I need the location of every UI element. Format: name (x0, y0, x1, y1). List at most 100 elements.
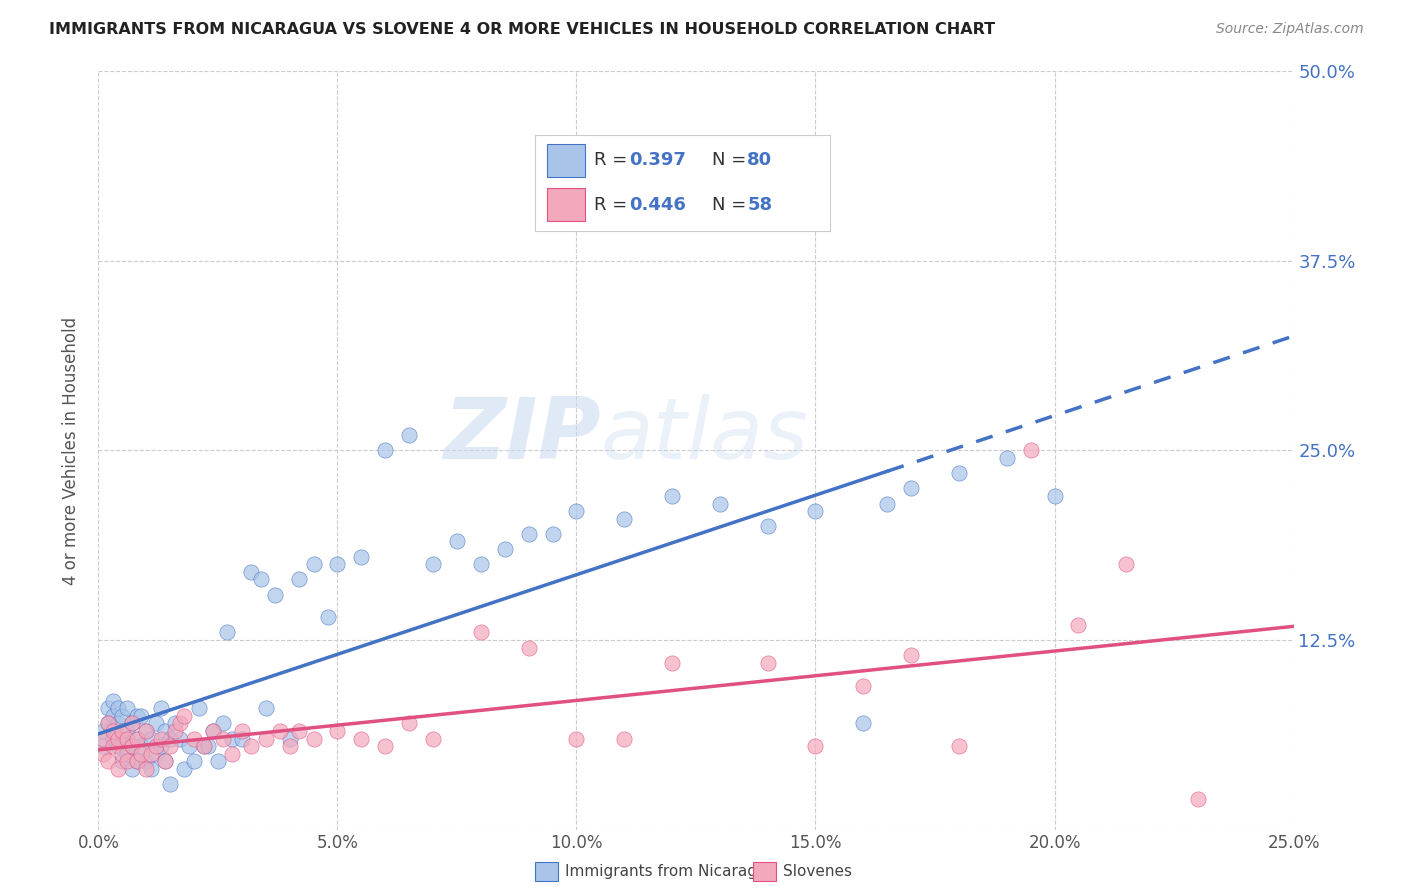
Point (250, 573, 273, 587)
Point (326, 724, 349, 739)
Point (179, 739, 201, 753)
Point (101, 739, 124, 753)
Point (207, 755, 229, 769)
Point (139, 762, 162, 776)
Point (1067, 617, 1090, 632)
Point (91, 724, 114, 739)
Text: IMMIGRANTS FROM NICARAGUA VS SLOVENE 4 OR MORE VEHICLES IN HOUSEHOLD CORRELATION: IMMIGRANTS FROM NICARAGUA VS SLOVENE 4 O… (49, 22, 995, 37)
Point (193, 739, 215, 753)
Point (231, 731, 253, 746)
Point (159, 777, 181, 791)
Point (613, 731, 636, 746)
Point (541, 526, 564, 541)
Point (111, 708, 134, 723)
Point (107, 731, 129, 746)
Point (211, 716, 233, 731)
Point (193, 739, 215, 753)
Y-axis label: 4 or more Vehicles in Household: 4 or more Vehicles in Household (62, 317, 80, 584)
Point (155, 755, 177, 769)
Point (173, 708, 195, 723)
Text: R =: R = (595, 195, 633, 214)
Point (97, 716, 120, 731)
Point (316, 610, 339, 624)
Point (565, 504, 588, 518)
Point (131, 739, 153, 753)
Point (278, 731, 301, 746)
Point (1187, 792, 1209, 806)
Text: 80: 80 (747, 152, 772, 169)
Point (101, 694, 124, 708)
Point (202, 724, 225, 739)
Point (111, 747, 134, 761)
FancyBboxPatch shape (547, 188, 585, 221)
Point (756, 656, 779, 670)
Point (202, 724, 225, 739)
Point (948, 739, 970, 753)
Point (145, 739, 167, 753)
Point (135, 762, 157, 776)
Point (1043, 489, 1066, 503)
Point (163, 716, 186, 731)
Point (159, 739, 181, 753)
Point (125, 708, 148, 723)
Point (107, 701, 129, 715)
Point (121, 716, 143, 731)
Point (97, 755, 120, 769)
Point (159, 731, 181, 746)
Point (240, 565, 263, 579)
Point (155, 755, 177, 769)
Point (254, 731, 277, 746)
Point (115, 724, 138, 739)
Point (221, 747, 243, 761)
Point (350, 731, 373, 746)
Point (121, 762, 143, 776)
Point (254, 701, 277, 715)
Point (149, 739, 172, 753)
Point (217, 625, 239, 640)
Point (111, 731, 134, 746)
Point (900, 482, 922, 496)
Point (288, 724, 311, 739)
Point (111, 755, 134, 769)
Point (470, 557, 492, 572)
Point (269, 724, 291, 739)
Point (115, 747, 138, 761)
Text: atlas: atlas (600, 393, 808, 477)
Point (288, 573, 311, 587)
Point (709, 496, 731, 510)
Point (948, 467, 970, 481)
Point (240, 739, 263, 753)
Point (139, 731, 162, 746)
Point (101, 731, 124, 746)
Point (135, 724, 157, 739)
Text: N =: N = (711, 152, 752, 169)
Text: Source: ZipAtlas.com: Source: ZipAtlas.com (1216, 22, 1364, 37)
Point (101, 724, 124, 739)
Point (876, 496, 898, 510)
Point (350, 549, 373, 564)
Point (278, 739, 301, 753)
FancyBboxPatch shape (547, 145, 585, 177)
Point (661, 489, 683, 503)
Point (661, 656, 683, 670)
Point (197, 739, 219, 753)
Point (398, 428, 420, 442)
Point (470, 625, 492, 640)
Point (517, 640, 540, 655)
Point (183, 755, 205, 769)
Text: N =: N = (711, 195, 752, 214)
Point (183, 731, 205, 746)
Point (155, 724, 177, 739)
Point (1019, 443, 1042, 458)
Point (169, 716, 191, 731)
Point (125, 731, 148, 746)
Point (101, 708, 124, 723)
Point (163, 724, 186, 739)
Point (107, 762, 129, 776)
Point (107, 716, 129, 731)
Text: Slovenes: Slovenes (783, 864, 852, 879)
Point (264, 588, 287, 602)
Text: 0.397: 0.397 (630, 152, 686, 169)
Point (231, 724, 253, 739)
Point (1115, 557, 1137, 572)
